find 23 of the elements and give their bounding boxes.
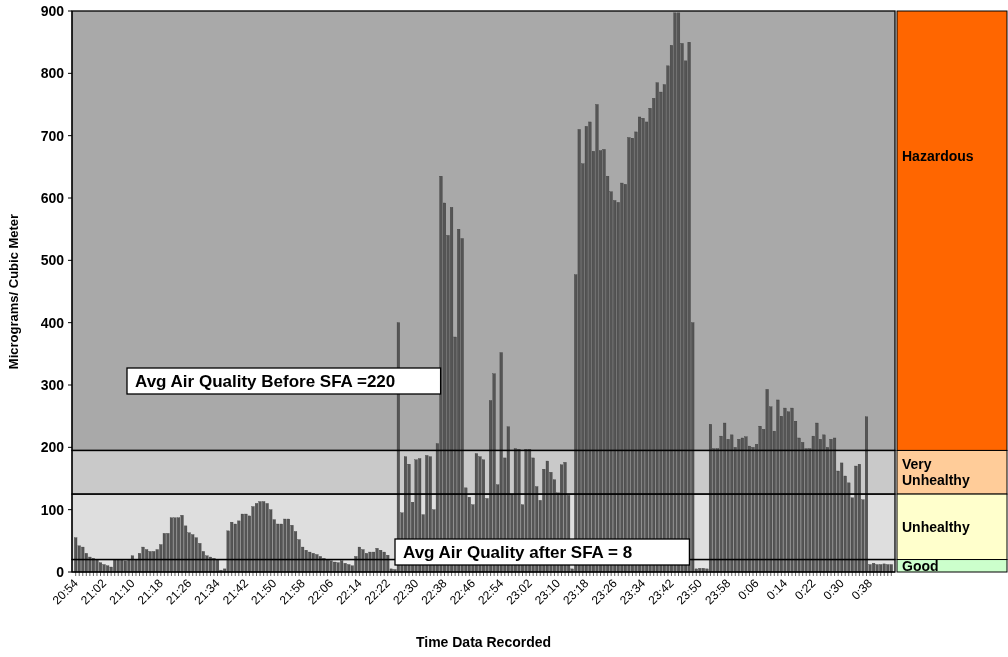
- y-tick-label: 200: [40, 439, 65, 456]
- band-label: Very Unhealthy: [902, 456, 970, 489]
- y-tick-label: 700: [40, 127, 65, 144]
- y-tick-label: 800: [40, 65, 65, 82]
- x-axis-title: Time Data Recorded: [415, 634, 552, 650]
- band-label: Hazardous: [902, 148, 974, 165]
- band-label: Good: [902, 557, 939, 574]
- annotation: Avg Air Quality Before SFA =220: [135, 372, 396, 391]
- y-tick-label: 100: [40, 501, 65, 518]
- y-tick-label: 500: [40, 252, 65, 269]
- y-tick-label: 300: [40, 377, 65, 393]
- annotation: Avg Air Quality after SFA = 8: [403, 543, 633, 562]
- x-tick-label: 0:14: [763, 575, 791, 603]
- y-tick-label: 600: [40, 190, 65, 206]
- x-tick-label: 0:06: [735, 575, 762, 603]
- y-tick-label: 0: [56, 564, 65, 580]
- y-axis-title: Micrograms/ Cubic Meter: [6, 213, 21, 370]
- x-tick-label: 0:38: [848, 575, 876, 603]
- y-tick-label: 900: [40, 3, 65, 19]
- x-tick-label: 0:22: [792, 575, 819, 603]
- x-tick-label: 0:30: [820, 575, 848, 603]
- y-tick-label: 400: [40, 314, 65, 331]
- band-label: Unhealthy: [902, 518, 970, 535]
